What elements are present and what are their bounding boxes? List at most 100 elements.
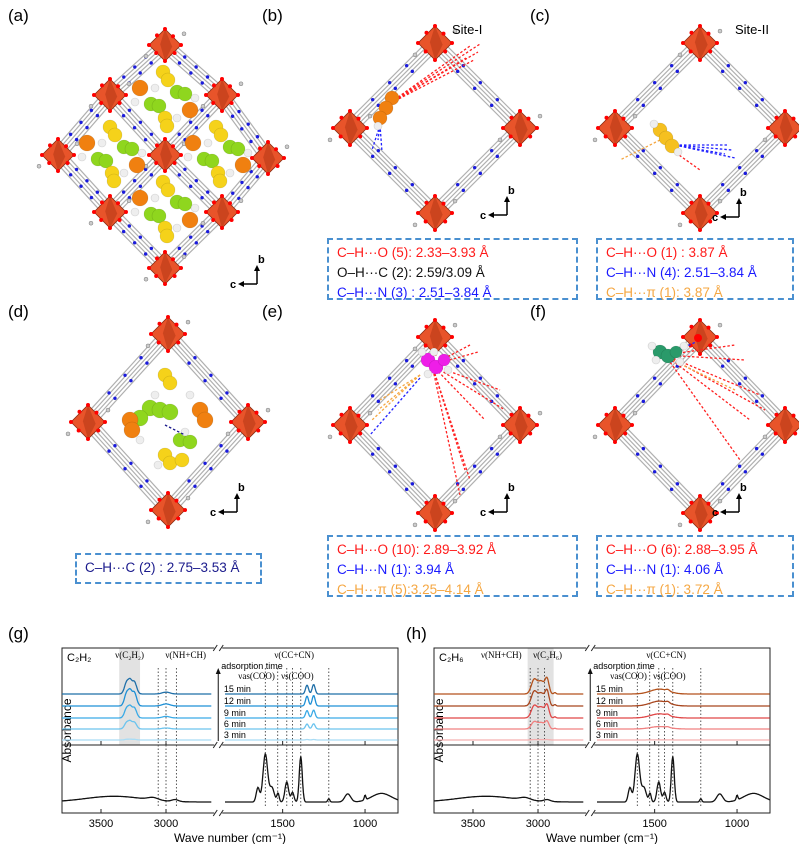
oxygen-atom — [348, 406, 352, 410]
oxygen-atom — [508, 431, 513, 436]
nitrogen-atom — [455, 364, 460, 368]
hydrogen-atom — [265, 407, 271, 413]
linker-bond — [699, 127, 786, 214]
oxygen-atom — [76, 428, 81, 433]
oxygen-atom — [348, 143, 352, 147]
nitrogen-atom — [194, 65, 198, 69]
linker-bond — [434, 42, 521, 129]
oxygen-atom — [613, 143, 617, 147]
linker-bond — [52, 90, 106, 152]
linker-bond — [434, 424, 521, 514]
linker-bond — [162, 417, 244, 507]
oxygen-atom — [613, 440, 617, 444]
linker-bond — [614, 424, 701, 514]
oxygen-atom — [441, 31, 446, 36]
linker-bond — [162, 337, 244, 427]
nitrogen-atom — [255, 175, 259, 179]
linker-bond — [610, 132, 696, 218]
axis-label-c: c — [712, 507, 718, 519]
axis-label-b: b — [258, 254, 265, 266]
oxygen-atom — [433, 528, 437, 532]
oxygen-atom — [365, 423, 369, 427]
axis-break-mark — [590, 741, 596, 749]
linker-bond — [105, 216, 161, 273]
oxygen-atom — [250, 156, 254, 160]
hydrogen-atom — [145, 343, 151, 349]
nitrogen-atom — [393, 464, 398, 468]
axis-break-gap — [214, 810, 223, 816]
oxygen-atom — [356, 116, 361, 121]
nitrogen-atom — [121, 190, 126, 194]
oxygen-atom — [774, 115, 779, 120]
molecule-atom — [203, 138, 213, 148]
nitrogen-atom — [737, 86, 742, 91]
oxygen-atom — [689, 200, 694, 205]
oxygen-atom — [183, 332, 187, 336]
nitrogen-atom — [370, 452, 375, 456]
nitrogen-atom — [149, 246, 154, 251]
linker-bond — [345, 132, 431, 218]
nitrogen-atom — [79, 184, 83, 188]
nitrogen-atom — [183, 167, 187, 171]
oxygen-atom — [423, 49, 428, 54]
oxygen-atom — [698, 494, 702, 498]
nitrogen-atom — [89, 108, 94, 113]
molecule-atom — [151, 208, 167, 224]
axis-break-mark — [584, 644, 590, 652]
time-label: 6 min — [596, 719, 618, 729]
oxygen-atom — [229, 218, 234, 222]
oxygen-atom — [773, 431, 778, 436]
contact-line — [431, 364, 506, 411]
nitrogen-atom — [410, 482, 415, 486]
molecule-atom — [184, 134, 202, 152]
oxygen-atom — [509, 412, 514, 417]
band-annotation: νas(COO) — [238, 671, 275, 681]
panel-label-b: (b) — [262, 6, 283, 25]
oxygen-atom — [154, 51, 159, 55]
nitrogen-atom — [376, 399, 381, 404]
contact-line — [619, 139, 661, 161]
molecule-atom — [190, 203, 200, 213]
nitrogen-atom — [472, 382, 477, 386]
nitrogen-atom — [194, 241, 199, 245]
oxygen-atom — [179, 266, 183, 270]
nitrogen-atom — [200, 196, 204, 200]
nitrogen-atom — [720, 182, 725, 187]
nitrogen-atom — [249, 139, 253, 144]
molecule-atom — [669, 345, 683, 359]
oxygen-atom — [86, 403, 90, 407]
nitrogen-atom — [139, 356, 143, 360]
oxygen-atom — [124, 210, 128, 214]
molecule-atom — [97, 138, 107, 148]
nitrogen-atom — [393, 382, 398, 386]
octahedron-facet — [694, 196, 708, 230]
octahedron-facet — [694, 26, 708, 60]
oxygen-atom — [171, 257, 175, 262]
linker-bond — [114, 90, 171, 152]
oxygen-atom — [715, 335, 719, 339]
oxygen-atom — [258, 146, 262, 151]
oxygen-atom — [783, 440, 787, 444]
nitrogen-atom — [149, 173, 154, 177]
nitrogen-atom — [635, 452, 640, 456]
nitrogen-atom — [472, 86, 477, 91]
band-annotation: ν(CC+CN) — [646, 650, 686, 660]
oxygen-atom — [256, 428, 261, 433]
oxygen-atom — [623, 431, 628, 436]
oxygen-atom — [443, 519, 448, 524]
oxygen-atom — [236, 428, 241, 433]
oxygen-atom — [450, 511, 454, 515]
oxygen-atom — [56, 169, 60, 173]
hydrogen-atom — [717, 198, 723, 204]
oxygen-atom — [166, 315, 170, 319]
nitrogen-atom — [188, 120, 193, 124]
oxygen-atom — [263, 420, 267, 424]
hydrogen-atom — [74, 141, 80, 147]
nitrogen-atom — [675, 482, 680, 486]
oxygen-atom — [163, 250, 167, 254]
axis-label-c: c — [210, 507, 216, 519]
molecule-atom — [130, 97, 140, 107]
contact-line: C–H···π (1): 3.72 Å — [606, 582, 723, 597]
molecule-atom — [130, 207, 140, 217]
